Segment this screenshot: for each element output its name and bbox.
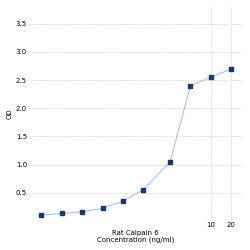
- Point: [141, 188, 145, 192]
- Point: [100, 206, 104, 210]
- Point: [188, 84, 192, 88]
- Y-axis label: OD: OD: [7, 108, 13, 119]
- X-axis label: Rat Calpain 6
Concentration (ng/ml): Rat Calpain 6 Concentration (ng/ml): [97, 230, 174, 243]
- Point: [121, 199, 125, 203]
- Point: [168, 160, 172, 164]
- Point: [229, 67, 233, 71]
- Point: [60, 212, 64, 216]
- Point: [80, 210, 84, 214]
- Point: [39, 213, 43, 217]
- Point: [209, 75, 213, 79]
